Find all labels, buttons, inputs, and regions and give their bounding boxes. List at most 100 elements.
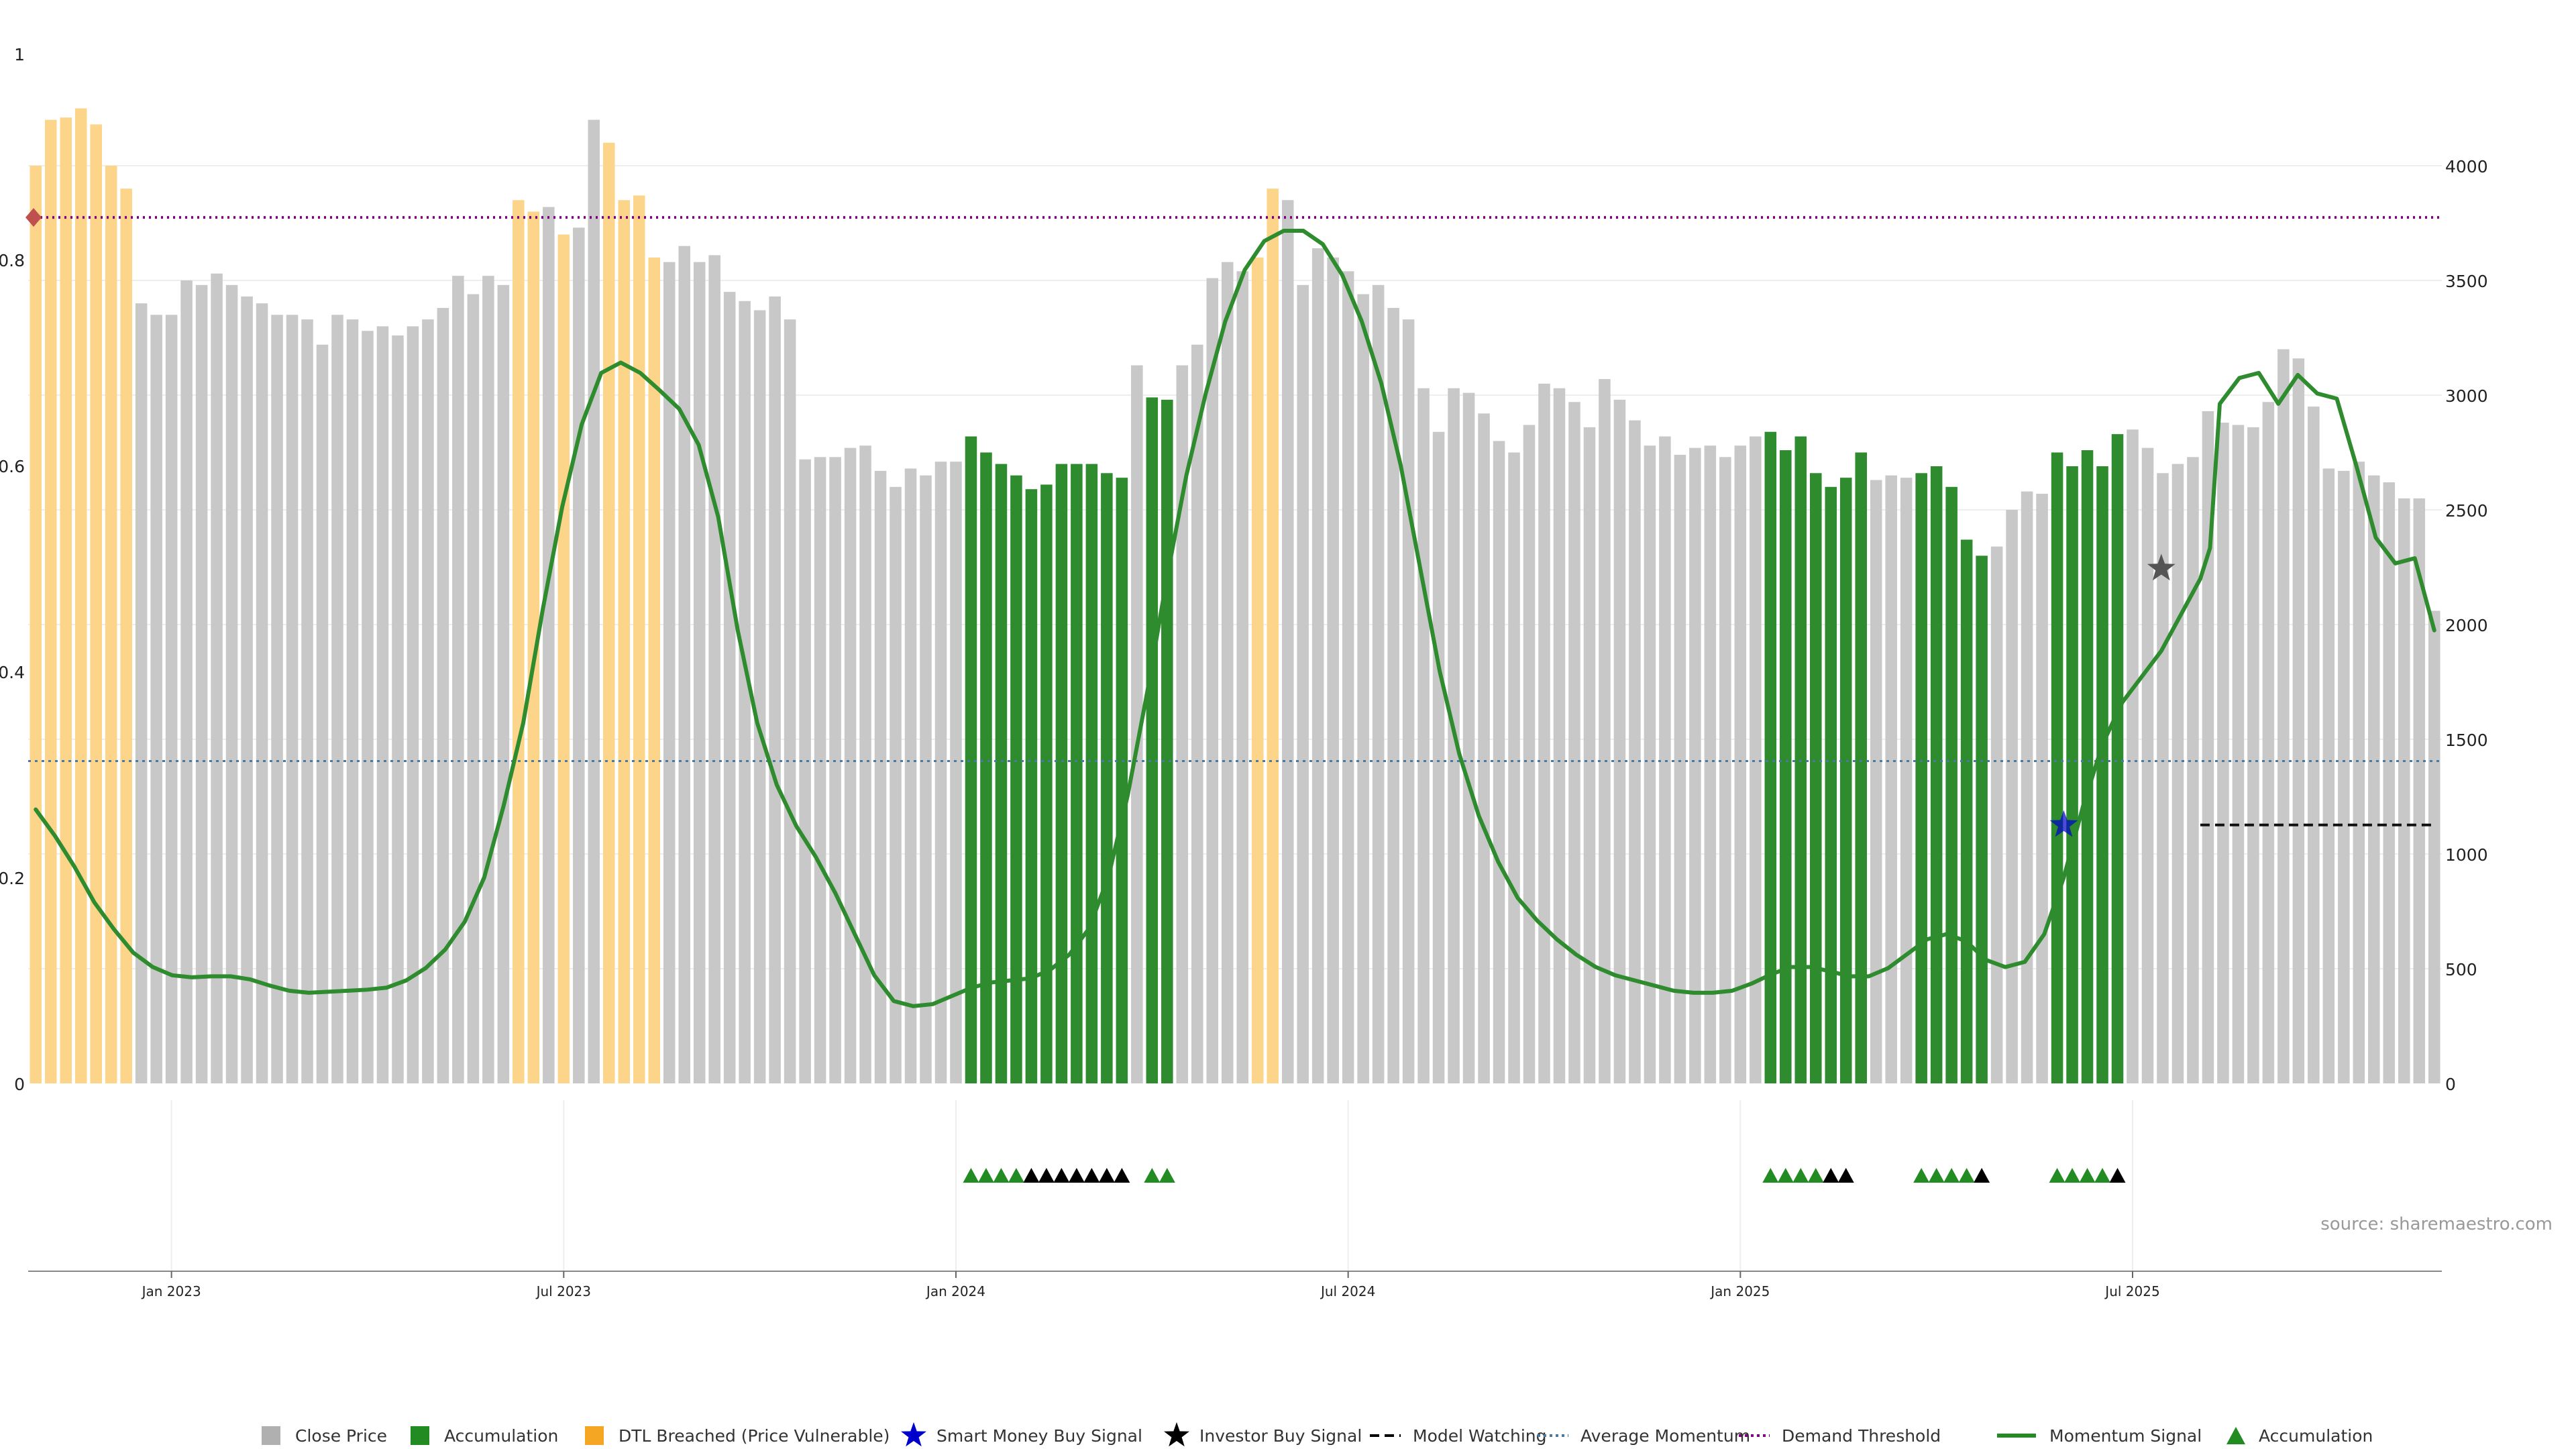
close-price-bar [573,227,585,1084]
accumulation-bar [2111,434,2124,1083]
accumulation-triangle [1777,1168,1794,1183]
accumulation-triangle [1008,1168,1024,1183]
close-price-bar [467,294,480,1083]
close-price-bar [1885,475,1897,1083]
legend-swatch-square [411,1426,429,1445]
close-price-bar [904,468,917,1083]
dtl-breached-bar [30,166,42,1083]
close-price-bar [890,486,902,1083]
close-price-bar [678,246,690,1084]
close-price-bar [1402,319,1415,1083]
dtl-breached-bar [513,200,525,1083]
left-axis-tick-label: 0.4 [0,663,25,682]
accumulation-bar [1976,555,1988,1083]
close-price-bar [2383,482,2396,1083]
right-axis-tick-label: 3500 [2445,272,2488,291]
close-price-bar [1191,344,1203,1083]
accumulation-triangle [1807,1168,1824,1183]
accumulation-bar [965,436,977,1083]
accumulation-triangle [963,1168,979,1183]
legend-label: Model Watching [1413,1426,1547,1446]
x-axis-tick-label: Jul 2023 [535,1283,591,1299]
dtl-breached-bar [1267,189,1279,1084]
investor-triangle [1083,1168,1100,1183]
right-axis-tick-label: 4000 [2445,157,2488,176]
legend-label: Accumulation [2259,1426,2373,1446]
close-price-bar [392,335,404,1084]
close-price-bar [316,344,329,1083]
left-axis-tick-label: 0.6 [0,457,25,476]
accumulation-triangle [2094,1168,2111,1183]
close-price-bar [2036,494,2048,1083]
accumulation-triangle [1762,1168,1779,1183]
accumulation-bar [995,464,1008,1083]
accumulation-bar [1025,489,1038,1083]
close-price-bar [376,326,389,1083]
close-price-bar [1131,365,1143,1083]
close-price-bar [2141,447,2154,1083]
legend-item: Accumulation [411,1426,558,1446]
investor-triangle [1823,1168,1839,1183]
investor-triangle [1053,1168,1070,1183]
close-price-bar [1659,436,1671,1083]
close-price-bar [497,284,510,1084]
x-axis-tick-label: Jan 2024 [925,1283,985,1299]
close-price-bar [2202,411,2214,1083]
close-price-bar [1342,271,1354,1083]
close-price-bar [1613,399,1626,1083]
dtl-breached-bar [1251,257,1264,1083]
close-price-bar [2262,402,2275,1083]
close-price-bar [256,303,268,1084]
close-price-bar [150,315,162,1083]
close-price-bar [1870,480,1882,1083]
close-price-bar [1583,427,1596,1083]
close-price-bar [1387,308,1399,1083]
close-price-bar [2021,491,2033,1083]
close-price-bar [1750,436,1762,1083]
close-price-bar [1734,445,1747,1083]
investor-triangle [1974,1168,1990,1183]
close-price-bar [1281,200,1294,1083]
accumulation-triangle [993,1168,1010,1183]
close-price-bar [829,457,841,1083]
legend-swatch-square [262,1426,280,1445]
close-price-bar [1478,413,1490,1083]
dtl-breached-bar [74,108,87,1083]
right-axis-tick-label: 1500 [2445,731,2488,750]
x-axis-tick-label: Jul 2025 [2104,1283,2159,1299]
accumulation-bar [1839,478,1852,1083]
close-price-bar [2368,475,2380,1083]
close-price-bar [271,315,283,1083]
smart-money-buy-star [2049,810,2078,837]
legend-label: DTL Breached (Price Vulnerable) [619,1426,890,1446]
close-price-bar [723,292,736,1084]
close-price-bar [452,276,464,1083]
accumulation-triangle [1928,1168,1945,1183]
close-price-bar [2338,470,2350,1083]
close-price-bar [1538,383,1550,1083]
close-price-bar [934,462,947,1083]
close-price-bar [1327,257,1339,1083]
close-price-bar [1493,441,1505,1083]
accumulation-bar [1945,486,1957,1083]
accumulation-bar [2081,450,2094,1083]
accumulation-triangle [1144,1168,1161,1183]
legend-item: Close Price [262,1426,387,1446]
close-price-bar [2428,610,2440,1083]
accumulation-bar [2051,452,2063,1083]
close-price-bar [739,301,751,1083]
legend-label: Close Price [295,1426,387,1446]
close-price-bar [663,262,676,1083]
close-price-bar [165,315,178,1083]
left-axis-tick-label: 0.8 [0,251,25,270]
dtl-breached-bar [618,200,631,1083]
close-price-bar [1719,457,1731,1083]
accumulation-bar [1780,450,1792,1083]
legend-label: Demand Threshold [1782,1426,1941,1446]
close-price-bar [859,445,871,1083]
accumulation-triangle [2049,1168,2065,1183]
close-price-bar [1990,546,2003,1083]
accumulation-bar [1809,473,1822,1083]
investor-buy-star [2147,553,2176,581]
investor-triangle [1023,1168,1040,1183]
